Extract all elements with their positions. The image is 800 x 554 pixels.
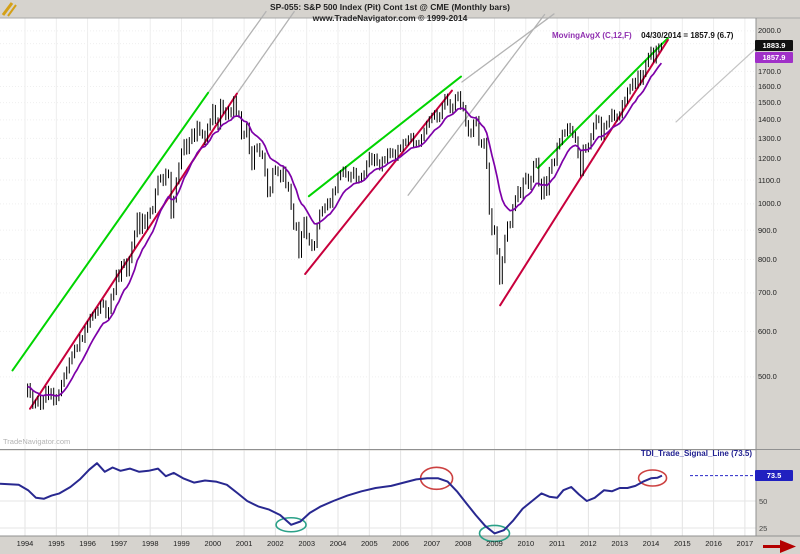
buy-circle-2009: [478, 524, 511, 543]
watermark: TradeNavigator.com: [3, 437, 71, 446]
moving-average-price-box: 1857.9: [755, 51, 793, 63]
buy-circle-2002: [275, 516, 307, 533]
red-trendline-1994-2000: [29, 92, 238, 410]
gray-extension-green-2: [461, 13, 555, 83]
price-tick-1100: 1100.0: [758, 175, 781, 185]
year-label-1998: 1998: [141, 539, 159, 548]
year-label-1997: 1997: [110, 539, 128, 548]
year-label-2014: 2014: [642, 539, 660, 548]
chart-title: SP-055: S&P 500 Index (Pit) Cont 1st @ C…: [269, 2, 511, 12]
year-label-2008: 2008: [454, 539, 472, 548]
year-label-1996: 1996: [79, 539, 96, 548]
green-trendline-2003-2007: [307, 75, 463, 198]
year-label-2009: 2009: [486, 539, 503, 548]
year-label-2003: 2003: [298, 539, 316, 548]
year-label-1995: 1995: [47, 539, 65, 548]
main-panel: [0, 18, 756, 449]
tdi-indicator-label: TDI_Trade_Signal_Line (73.5): [640, 449, 752, 458]
green-trendline-1995-2000: [11, 91, 210, 372]
app-logo-icon-2: [7, 4, 17, 17]
tdi-tick-50: 50: [759, 496, 768, 506]
gray-extension-red-1: [236, 10, 295, 95]
price-tick-500: 500.0: [758, 372, 777, 382]
year-label-2004: 2004: [329, 539, 347, 548]
indicator-value-label: 04/30/2014 = 1857.9 (6.7): [641, 31, 734, 40]
gray-extension-red-2: [407, 13, 546, 196]
year-label-2007: 2007: [423, 539, 441, 548]
red-trendline-2002-2007: [304, 89, 453, 275]
year-label-2017: 2017: [736, 539, 754, 548]
year-label-1994: 1994: [16, 539, 34, 548]
app-logo-icon: [1, 2, 14, 16]
price-tick-700: 700.0: [758, 288, 777, 298]
year-label-2011: 2011: [549, 539, 566, 548]
year-label-2006: 2006: [392, 539, 409, 548]
year-label-2010: 2010: [517, 539, 535, 548]
year-label-2000: 2000: [204, 539, 222, 548]
gray-extension-right: [675, 46, 759, 123]
price-tick-1500: 1500.0: [758, 98, 781, 108]
year-label-2016: 2016: [705, 539, 722, 548]
lower-panel: [0, 450, 756, 536]
year-label-2015: 2015: [673, 539, 691, 548]
price-tick-1000: 1000.0: [758, 199, 781, 209]
year-label-2013: 2013: [611, 539, 629, 548]
price-tick-1400: 1400.0: [758, 115, 781, 125]
price-tick-2000: 2000.0: [758, 26, 781, 36]
price-tick-1600: 1600.0: [758, 82, 781, 91]
year-label-2001: 2001: [235, 539, 253, 548]
year-label-2005: 2005: [360, 539, 378, 548]
price-tick-800: 800.0: [758, 255, 777, 265]
chart-subtitle: www.TradeNavigator.com © 1999-2014: [312, 13, 468, 23]
indicator-readout: MovingAvgX (C,12,F) 04/30/2014 = 1857.9 …: [552, 25, 733, 43]
price-tick-900: 900.0: [758, 225, 777, 235]
last-price-box: 1883.9: [755, 40, 793, 51]
year-label-1999: 1999: [173, 539, 190, 548]
year-label-2002: 2002: [267, 539, 284, 548]
moving-average-line: [27, 62, 663, 397]
scroll-right-arrow[interactable]: [763, 540, 796, 553]
tdi-signal-line: [0, 462, 663, 535]
price-tick-1700: 1700.0: [758, 66, 781, 76]
tdi-tick-25: 25: [759, 523, 768, 533]
price-tick-1200: 1200.0: [758, 153, 781, 163]
tdi-value-box: 73.5: [755, 470, 793, 481]
gray-extension-green-1: [207, 10, 267, 94]
indicator-name-label: MovingAvgX (C,12,F): [552, 31, 632, 40]
price-tick-600: 600.0: [758, 326, 777, 336]
price-bars: [27, 42, 662, 410]
year-label-2012: 2012: [580, 539, 597, 548]
red-trendline-2009-2014: [499, 38, 669, 307]
sell-circle-2014: [637, 469, 668, 487]
price-tick-1300: 1300.0: [758, 133, 781, 143]
